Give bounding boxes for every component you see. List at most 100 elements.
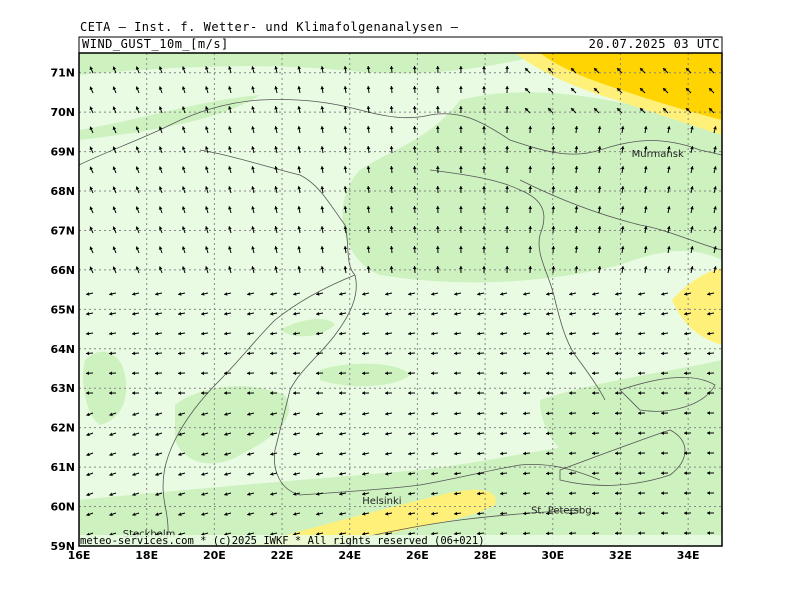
longitude-axis: 16E 18E 20E 22E 24E 26E 28E 30E 32E 34E [68,549,700,562]
wind-arrow [200,351,209,356]
wind-arrow [591,371,600,376]
wind-arrow [89,206,94,214]
wind-arrow [86,512,94,517]
wind-arrow [224,452,232,456]
latitude-axis: 71N 70N 69N 68N 67N 66N 65N 64N 63N 62N 61N 60N 59N [50,67,75,553]
wind-arrow [158,246,163,254]
graticule [79,53,722,546]
wind-arrow [545,531,554,536]
wind-arrow [293,492,301,496]
wind-arrow [135,146,140,154]
wind-arrow [361,391,370,395]
wind-arrow [205,186,209,194]
wind-arrow [666,266,671,274]
wind-arrow [86,492,94,497]
wind-arrow [661,292,669,296]
wind-arrow [412,225,417,234]
wind-arrow [524,67,531,74]
wind-arrow [246,331,255,336]
wind-arrow [316,412,324,416]
wind-arrow [135,106,140,114]
wind-arrow [620,246,625,254]
wind-arrow [112,106,117,114]
wind-arrow [660,391,669,395]
wind-arrow [408,311,416,316]
wind-arrow [683,531,692,535]
wind-arrow [251,226,255,234]
wind-arrow [408,411,416,416]
wind-arrow [551,265,556,274]
wind-arrow [131,391,140,395]
wind-arrow [706,471,715,475]
wind-arrow [690,266,694,274]
wind-arrow [293,532,301,536]
wind-arrow [708,87,715,94]
wind-arrow [389,105,394,114]
wind-arrow [666,146,671,154]
wind-arrow [551,225,556,234]
wind-arrow [568,431,577,436]
wind-arrow [205,126,209,134]
wind-arrow [154,331,163,336]
wind-arrow [690,126,694,134]
wind-arrow [690,246,694,254]
wind-arrow [408,491,416,496]
wind-arrow [389,265,394,274]
wind-arrow [706,371,715,376]
wind-arrow [385,491,393,496]
wind-arrow [683,411,692,415]
wind-arrow [528,125,533,134]
wind-arrow [435,225,440,234]
wind-arrow [482,185,486,194]
wind-arrow [181,266,186,274]
wind-arrow [178,512,186,516]
wind-arrow [361,371,370,376]
wind-arrow [343,226,348,234]
wind-arrow [316,492,324,496]
wind-arrow [459,245,463,254]
wind-arrow [638,311,646,316]
wind-arrow [338,331,347,336]
wind-arrow [338,391,347,395]
wind-arrow [292,351,301,356]
wind-arrow [158,266,163,274]
wind-arrow [547,87,554,94]
wind-arrow [643,126,648,134]
lat-tick-label: 61N [50,461,75,474]
gust-zone-severe [540,53,722,120]
wind-arrow [551,125,556,134]
wind-arrow [320,166,325,174]
wind-arrow [713,266,717,274]
wind-arrow [178,492,186,496]
wind-arrow [430,351,439,356]
wind-arrow [155,492,163,497]
wind-arrow [637,531,646,536]
wind-arrow [246,351,255,356]
wind-arrow [476,371,485,376]
wind-arrow [247,532,255,536]
wind-arrow [431,531,439,536]
wind-arrow [597,265,602,274]
wind-arrow [178,412,186,416]
wind-arrow [274,166,278,174]
wind-arrow [251,246,255,254]
wind-arrow [412,265,417,274]
wind-arrow [389,205,394,214]
wind-arrow [482,205,486,214]
wind-arrow [684,311,692,316]
wind-arrow [293,311,301,316]
wind-arrow [158,186,163,194]
wind-arrow [292,371,301,376]
wind-arrow [412,65,417,74]
wind-arrow [591,331,600,336]
wind-arrow [181,166,186,174]
wind-arrow [274,86,278,94]
wind-arrow [597,205,602,214]
wind-arrow [574,205,579,214]
wind-arrow [155,432,163,437]
wind-arrow [523,292,531,296]
wind-arrow [177,391,186,395]
wind-arrow [320,206,325,214]
wind-arrow [89,246,94,254]
